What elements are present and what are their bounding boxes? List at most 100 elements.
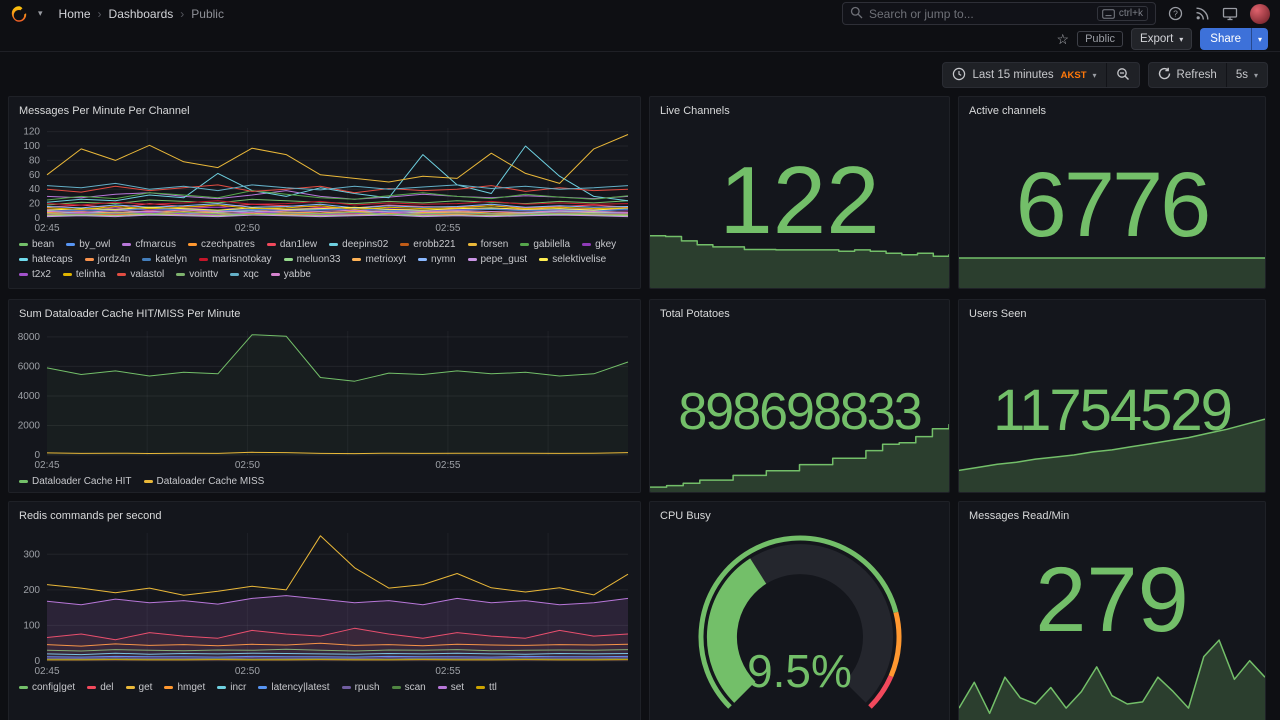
legend-item[interactable]: gkey [582,238,616,251]
org-switcher-caret-icon[interactable]: ▾ [38,8,43,18]
panel-title[interactable]: CPU Busy [660,510,711,522]
star-icon[interactable]: ☆ [1056,31,1070,47]
dashboard-tag[interactable]: Public [1077,31,1124,47]
grafana-logo-icon[interactable] [10,5,28,23]
breadcrumb-home[interactable]: Home [58,6,91,21]
legend-item[interactable]: marisnotokay [199,253,272,266]
legend-item[interactable]: Dataloader Cache HIT [19,475,132,488]
legend-item[interactable]: vointtv [176,268,218,281]
legend-marker [125,686,135,689]
refresh-interval-picker[interactable]: 5s ▾ [1225,63,1267,87]
legend-item[interactable]: yabbe [270,268,311,281]
dashboard-toolbar: ☆ Public Export ▾ Share ▾ [0,27,1280,52]
legend-item[interactable]: latency|latest [258,681,330,694]
legend-marker [352,258,362,261]
zoom-out-icon [1116,67,1130,84]
legend-item[interactable]: jordz4n [84,253,130,266]
legend-item[interactable]: meluon33 [283,253,341,266]
legend-item[interactable]: xqc [230,268,259,281]
legend-item[interactable]: czechpatres [187,238,255,251]
legend-item[interactable]: del [87,681,114,694]
legend-item[interactable]: forsen [467,238,508,251]
search-input[interactable]: Search or jump to... ctrl+k [842,2,1156,25]
legend-marker [467,243,477,246]
panel-title[interactable]: Redis commands per second [19,510,162,522]
legend-item[interactable]: nymn [418,253,456,266]
legend-item[interactable]: selektivelise [539,253,606,266]
panel-title[interactable]: Messages Per Minute Per Channel [19,105,190,117]
export-button[interactable]: Export ▾ [1131,28,1193,50]
legend-label: meluon33 [296,254,341,265]
dashboard: Messages Per Minute Per Channel 0 20 40 60 8… [0,96,1280,720]
legend-item[interactable]: t2x2 [19,268,51,281]
breadcrumb: Home › Dashboards › Public [59,7,224,21]
legend-marker [142,258,152,261]
legend-label: t2x2 [32,269,51,280]
legend-marker [84,258,94,261]
legend-item[interactable]: hmget [164,681,205,694]
timeseries-chart[interactable]: 0 2000 4000 6000 8000 02:45 02:50 02:55 [13,325,636,471]
svg-text:6000: 6000 [18,361,41,372]
legend-item[interactable]: pepe_gust [467,253,527,266]
breadcrumb-public[interactable]: Public [191,6,224,21]
legend-item[interactable]: cfmarcus [122,238,176,251]
legend-item[interactable]: bean [19,238,54,251]
time-range-picker[interactable]: Last 15 minutes AKST ▾ [943,63,1105,87]
share-button[interactable]: Share ▾ [1200,28,1268,50]
legend-item[interactable]: metrioxyt [352,253,406,266]
svg-text:120: 120 [23,127,40,138]
legend-item[interactable]: rpush [341,681,380,694]
timeseries-chart[interactable]: 0 100 200 300 02:45 02:50 02:55 [13,527,636,677]
panel-title[interactable]: Sum Dataloader Cache HIT/MISS Per Minute [19,308,241,320]
legend-item[interactable]: Dataloader Cache MISS [143,475,264,488]
panel-title[interactable]: Total Potatoes [660,308,730,320]
timeseries-chart[interactable]: 0 20 40 60 80 100 120 02:45 02:50 02:55 [13,122,636,234]
legend-item[interactable]: set [437,681,464,694]
svg-text:2000: 2000 [18,421,41,432]
legend-item[interactable]: config|get [19,681,75,694]
legend-item[interactable]: dan1lew [266,238,317,251]
legend-item[interactable]: hatecaps [19,253,73,266]
legend-item[interactable]: katelyn [142,253,187,266]
panel-title[interactable]: Active channels [969,105,1047,117]
legend-item[interactable]: incr [217,681,246,694]
gauge-chart [685,522,915,720]
panel-title[interactable]: Messages Read/Min [969,510,1070,522]
legend-label: erobb221 [413,239,456,250]
legend-item[interactable]: get [125,681,152,694]
legend-marker [19,480,28,483]
timezone-label: AKST [1060,69,1087,81]
svg-text:20: 20 [29,199,41,210]
panel-title[interactable]: Live Channels [660,105,730,117]
breadcrumb-dashboards[interactable]: Dashboards [108,6,174,21]
legend-item[interactable]: deepins02 [329,238,388,251]
svg-text:02:50: 02:50 [235,460,260,471]
refresh-button[interactable]: Refresh [1149,63,1226,87]
monitor-icon[interactable] [1222,6,1238,21]
panel-active-channels: Active channels 6776 [958,96,1266,289]
svg-text:02:45: 02:45 [34,666,59,677]
legend-marker [266,243,276,246]
sparkline-chart [650,234,949,288]
svg-text:300: 300 [23,549,40,560]
user-avatar[interactable] [1250,3,1270,24]
zoom-out-button[interactable] [1105,63,1139,87]
chevron-down-icon: ▾ [1257,34,1262,44]
legend-marker [230,273,240,276]
legend-item[interactable]: erobb221 [400,238,456,251]
share-caret-button[interactable]: ▾ [1250,28,1268,50]
legend-label: ttl [489,682,497,693]
legend-item[interactable]: telinha [62,268,105,281]
legend-label: bean [32,239,55,250]
svg-text:0: 0 [34,450,40,461]
legend-item[interactable]: by_owl [66,238,110,251]
legend-label: hatecaps [32,254,73,265]
legend-item[interactable]: valastol [117,268,164,281]
legend-item[interactable]: ttl [476,681,497,694]
legend-item[interactable]: gabilella [520,238,570,251]
news-rss-icon[interactable] [1195,6,1210,21]
help-icon[interactable]: ? [1168,6,1183,21]
svg-text:100: 100 [23,141,40,152]
legend-item[interactable]: scan [391,681,426,694]
panel-title[interactable]: Users Seen [969,308,1027,320]
